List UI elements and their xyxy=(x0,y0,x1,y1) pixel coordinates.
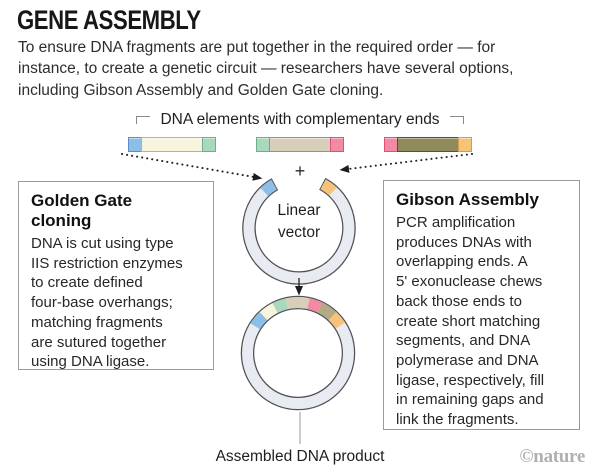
assembled-segment-green xyxy=(272,298,288,313)
gibson-assembly-title: Gibson Assembly xyxy=(396,190,539,209)
golden-gate-box: Golden Gate cloning DNA is cut using typ… xyxy=(18,181,214,370)
dotted-arrow-left xyxy=(121,153,263,181)
dna-fragment-3 xyxy=(384,137,472,152)
assembled-segment-pink xyxy=(307,298,323,313)
vector-end-orange xyxy=(320,179,337,196)
assembled-segment-tan xyxy=(285,297,310,310)
dna-segment-green xyxy=(202,137,216,152)
elements-label: DNA elements with complementary ends xyxy=(160,111,440,128)
linear-vector-label: Linear vector xyxy=(277,202,321,241)
assembled-product-label: Assembled DNA product xyxy=(215,448,385,465)
golden-gate-body: DNA is cut using type IIS restriction en… xyxy=(31,235,183,371)
dna-segment-green xyxy=(256,137,270,152)
dna-segment-cream xyxy=(141,137,203,152)
dna-fragment-1 xyxy=(128,137,216,152)
assembled-segment-orange xyxy=(328,312,345,329)
linear-vector-ring xyxy=(242,177,356,285)
elements-label-row: DNA elements with complementary ends xyxy=(0,111,600,129)
dna-segment-pink xyxy=(330,137,344,152)
gibson-assembly-box: Gibson Assembly PCR amplification produc… xyxy=(383,180,580,430)
golden-gate-title: Golden Gate cloning xyxy=(31,191,133,230)
left-bracket-mark xyxy=(136,116,151,124)
vector-ring-body xyxy=(243,179,355,284)
assembled-segment-blue xyxy=(250,312,268,330)
assembled-dna-ring xyxy=(240,295,356,411)
dna-fragments-row xyxy=(128,137,472,152)
nature-credit: ©nature xyxy=(519,446,585,467)
plus-sign: + xyxy=(294,161,306,181)
right-bracket-mark xyxy=(449,116,464,124)
dna-segment-pink xyxy=(384,137,398,152)
page-title: GENE ASSEMBLY xyxy=(17,5,201,35)
dna-segment-olive xyxy=(397,137,459,152)
intro-text: To ensure DNA fragments are put together… xyxy=(18,39,514,99)
dna-fragment-2 xyxy=(256,137,344,152)
dna-segment-tan xyxy=(269,137,331,152)
gibson-assembly-body: PCR amplification produces DNAs with ove… xyxy=(396,214,545,429)
dotted-arrow-right xyxy=(339,153,473,173)
vector-end-blue xyxy=(260,179,277,197)
assembled-segment-cream xyxy=(259,303,278,321)
dna-segment-blue xyxy=(128,137,142,152)
dna-segment-orange xyxy=(458,137,472,152)
assembled-segment-olive_light xyxy=(317,302,337,321)
